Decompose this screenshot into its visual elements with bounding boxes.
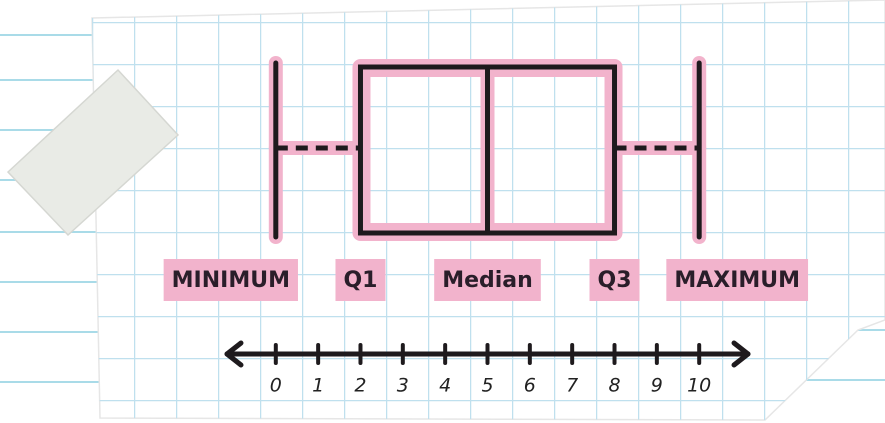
label-background — [589, 259, 640, 301]
tape — [6, 68, 180, 237]
x-tick-label: 10 — [687, 375, 711, 397]
label: MAXIMUM — [674, 268, 800, 293]
label-background — [163, 259, 298, 301]
label: Q1 — [343, 268, 377, 293]
x-tick-label: 6 — [524, 375, 536, 397]
x-tick-label: 2 — [354, 375, 366, 397]
label-background — [335, 259, 386, 301]
x-tick-label: 5 — [481, 375, 493, 397]
x-tick-label: 0 — [270, 375, 282, 397]
x-tick-label: 9 — [651, 375, 663, 397]
x-tick-label: 4 — [439, 375, 451, 397]
label: Q3 — [598, 268, 632, 293]
box-plot: MINIMUM Q1 Median Q3 MAXIMUM 0 1 2 3 4 5 6 7 8 9 10 — [163, 56, 809, 397]
axis-arrow — [731, 340, 751, 368]
label: MINIMUM — [172, 268, 290, 293]
x-tick-label: 7 — [566, 375, 578, 397]
label-background — [434, 259, 541, 301]
x-tick-label: 1 — [312, 375, 324, 397]
label: Median — [442, 268, 533, 293]
label-background — [666, 259, 809, 301]
x-tick-label: 8 — [608, 375, 620, 397]
axis-arrow — [224, 340, 244, 368]
x-tick-label: 3 — [397, 375, 409, 397]
